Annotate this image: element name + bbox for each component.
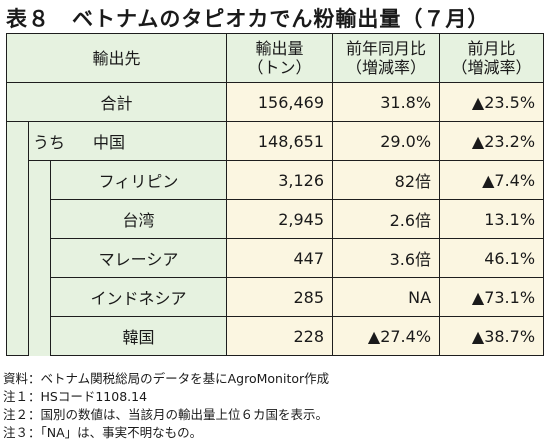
indent-cell bbox=[28, 160, 51, 200]
country-volume: 228 bbox=[226, 316, 334, 356]
country-label: マレーシア bbox=[49, 238, 228, 278]
header-yoy: 前年同月比 （増減率） bbox=[332, 33, 441, 83]
country-label: 台湾 bbox=[49, 199, 228, 239]
total-yoy: 31.8% bbox=[332, 82, 441, 122]
header-mom-line2: （増減率） bbox=[451, 58, 532, 77]
country-mom: ▲7.4% bbox=[439, 160, 545, 200]
country-volume: 447 bbox=[226, 238, 334, 278]
note-3: 注３：「NA」は、事実不明なもの。 bbox=[3, 425, 203, 440]
header-yoy-line1: 前年同月比 bbox=[346, 39, 427, 58]
table-row-total: 合計 156,469 31.8% ▲23.5% bbox=[5, 82, 545, 122]
indent-cell bbox=[28, 277, 51, 317]
country-yoy: 2.6倍 bbox=[332, 199, 441, 239]
table-row-china: うち 中国 148,651 29.0% ▲23.2% bbox=[6, 121, 545, 161]
export-table: 輸出先 輸出量 （トン） 前年同月比 （増減率） 前月比 （増減率） 合計 15… bbox=[5, 33, 545, 356]
country-yoy: NA bbox=[332, 277, 441, 317]
note-source: 資料：ベトナム関税総局のデータを基にAgroMonitor作成 bbox=[3, 371, 330, 386]
indent-cell bbox=[6, 160, 29, 200]
china-yoy: 29.0% bbox=[332, 121, 441, 161]
table-row: 韓国 228 ▲27.4% ▲38.7% bbox=[6, 316, 545, 356]
country-volume: 285 bbox=[226, 277, 334, 317]
table-row: マレーシア 447 3.6倍 46.1% bbox=[6, 238, 545, 278]
header-yoy-line2: （増減率） bbox=[346, 58, 427, 77]
china-prefix: うち bbox=[33, 133, 66, 152]
note-2: 注２：国別の数値は、当該月の輸出量上位６カ国を表示。 bbox=[3, 407, 329, 422]
header-mom: 前月比 （増減率） bbox=[439, 33, 545, 83]
indent-cell bbox=[28, 316, 51, 356]
country-label: フィリピン bbox=[49, 160, 228, 200]
china-mom: ▲23.2% bbox=[439, 121, 545, 161]
country-volume: 3,126 bbox=[226, 160, 334, 200]
country-mom: 46.1% bbox=[439, 238, 545, 278]
total-mom: ▲23.5% bbox=[439, 82, 545, 122]
header-destination: 輸出先 bbox=[5, 33, 228, 83]
country-label: インドネシア bbox=[49, 277, 228, 317]
country-yoy: 3.6倍 bbox=[332, 238, 441, 278]
indent-cell bbox=[28, 238, 51, 278]
country-mom: 13.1% bbox=[439, 199, 545, 239]
header-volume: 輸出量 （トン） bbox=[226, 33, 334, 83]
header-volume-line2: （トン） bbox=[247, 58, 312, 77]
country-yoy: ▲27.4% bbox=[332, 316, 441, 356]
table-title: 表８ ベトナムのタピオカでん粉輸出量（７月） bbox=[6, 7, 490, 31]
table-row: インドネシア 285 NA ▲73.1% bbox=[6, 277, 545, 317]
country-mom: ▲38.7% bbox=[439, 316, 545, 356]
table-row: 台湾 2,945 2.6倍 13.1% bbox=[6, 199, 545, 239]
china-volume: 148,651 bbox=[226, 121, 334, 161]
country-yoy: 82倍 bbox=[332, 160, 441, 200]
indent-cell bbox=[6, 121, 29, 161]
indent-cell bbox=[6, 277, 29, 317]
footnotes: 資料：ベトナム関税総局のデータを基にAgroMonitor作成 注１：HSコード… bbox=[3, 370, 329, 442]
table-row: フィリピン 3,126 82倍 ▲7.4% bbox=[6, 160, 545, 200]
indent-cell bbox=[6, 316, 29, 356]
header-row: 輸出先 輸出量 （トン） 前年同月比 （増減率） 前月比 （増減率） bbox=[5, 33, 545, 83]
header-volume-line1: 輸出量 bbox=[255, 39, 304, 58]
country-label: 韓国 bbox=[49, 316, 228, 356]
country-mom: ▲73.1% bbox=[439, 277, 545, 317]
total-volume: 156,469 bbox=[226, 82, 334, 122]
china-label: 中国 bbox=[93, 133, 126, 152]
total-label: 合計 bbox=[5, 82, 228, 122]
china-label-cell: うち 中国 bbox=[27, 121, 228, 161]
indent-cell bbox=[28, 199, 51, 239]
note-1: 注１：HSコード1108.14 bbox=[3, 389, 148, 404]
indent-cell bbox=[6, 199, 29, 239]
indent-cell bbox=[6, 238, 29, 278]
header-mom-line1: 前月比 bbox=[467, 39, 516, 58]
country-volume: 2,945 bbox=[226, 199, 334, 239]
